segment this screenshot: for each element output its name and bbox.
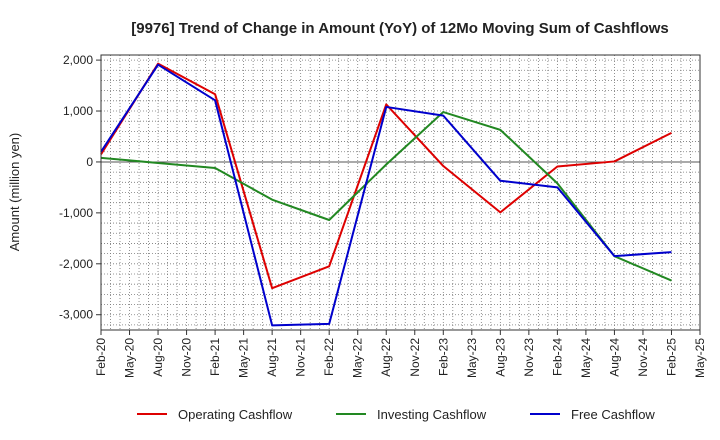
grid [101,55,700,330]
series-line-1 [100,111,672,282]
y-tick-label: -3,000 [59,308,93,322]
x-tick-label: Nov-23 [522,338,536,377]
series-line-2 [100,63,672,327]
x-tick-label: Aug-21 [265,338,279,377]
x-tick-label: Feb-22 [322,338,336,376]
chart-title: [9976] Trend of Change in Amount (YoY) o… [131,20,669,37]
plot-frame [100,54,701,331]
legend: Operating Cashflow Investing Cashflow Free… [137,407,655,422]
x-tick-label: Nov-21 [294,338,308,377]
x-axis-ticks: Feb-20 May-20 Aug-20 Nov-20 Feb-21 May-21 Aug-… [94,330,707,378]
legend-label-0: Operating Cashflow [178,407,293,422]
x-tick-label: Feb-23 [436,338,450,376]
x-tick-label: Feb-24 [550,338,564,376]
x-tick-label: Aug-23 [493,338,507,377]
series-layer [100,62,672,327]
x-tick-label: May-24 [579,338,593,378]
y-tick-label: 1,000 [63,104,93,118]
x-tick-label: Nov-24 [636,338,650,377]
x-tick-label: Feb-20 [94,338,108,376]
x-tick-label: Aug-22 [379,338,393,377]
y-tick-label: -1,000 [59,206,93,220]
legend-label-2: Free Cashflow [571,407,655,422]
x-tick-label: May-25 [693,338,707,378]
x-tick-label: Nov-22 [408,338,422,377]
y-axis-label: Amount (million yen) [7,133,22,252]
x-tick-label: May-20 [123,338,137,378]
y-tick-label: 2,000 [63,53,93,67]
x-tick-label: Feb-21 [208,338,222,376]
x-tick-label: Aug-20 [151,338,165,377]
x-tick-label: May-21 [237,338,251,378]
legend-label-1: Investing Cashflow [377,407,487,422]
x-tick-label: Feb-25 [664,338,678,376]
y-axis-ticks: -3,000 -2,000 -1,000 0 1,000 2,000 [59,53,101,322]
x-tick-label: Nov-20 [180,338,194,377]
y-tick-label: -2,000 [59,257,93,271]
x-tick-label: May-22 [351,338,365,378]
x-tick-label: Aug-24 [607,338,621,377]
y-tick-label: 0 [86,155,93,169]
x-tick-label: May-23 [465,338,479,378]
series-line-0 [100,62,672,290]
